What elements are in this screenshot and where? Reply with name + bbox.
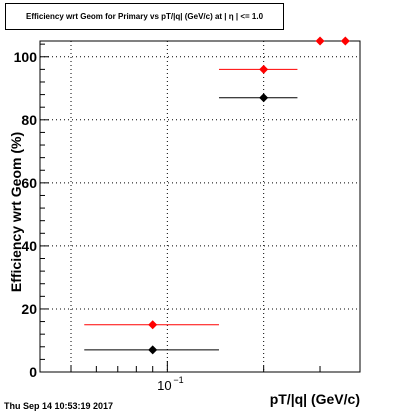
data-point bbox=[148, 345, 158, 355]
y-tick-label: 60 bbox=[21, 175, 37, 191]
data-point bbox=[315, 36, 325, 46]
x-tick-exponent: −1 bbox=[173, 375, 183, 385]
x-axis-label: pT/|q| (GeV/c) bbox=[269, 391, 360, 407]
y-axis-label: Efficiency wrt Geom (%) bbox=[8, 131, 24, 293]
data-point bbox=[148, 320, 158, 330]
y-tick-label: 40 bbox=[21, 238, 37, 254]
chart-title: Efficiency wrt Geom for Primary vs pT/|q… bbox=[5, 3, 284, 30]
y-tick-label: 80 bbox=[21, 112, 37, 128]
y-tick-label: 0 bbox=[29, 364, 37, 380]
data-point bbox=[259, 64, 269, 74]
y-tick-label: 100 bbox=[14, 49, 38, 65]
x-tick-label: 10 bbox=[157, 378, 171, 393]
data-point bbox=[259, 93, 269, 103]
plot-frame bbox=[39, 40, 361, 373]
data-point bbox=[340, 36, 350, 46]
timestamp: Thu Sep 14 10:53:19 2017 bbox=[4, 401, 114, 411]
y-tick-label: 20 bbox=[21, 301, 37, 317]
